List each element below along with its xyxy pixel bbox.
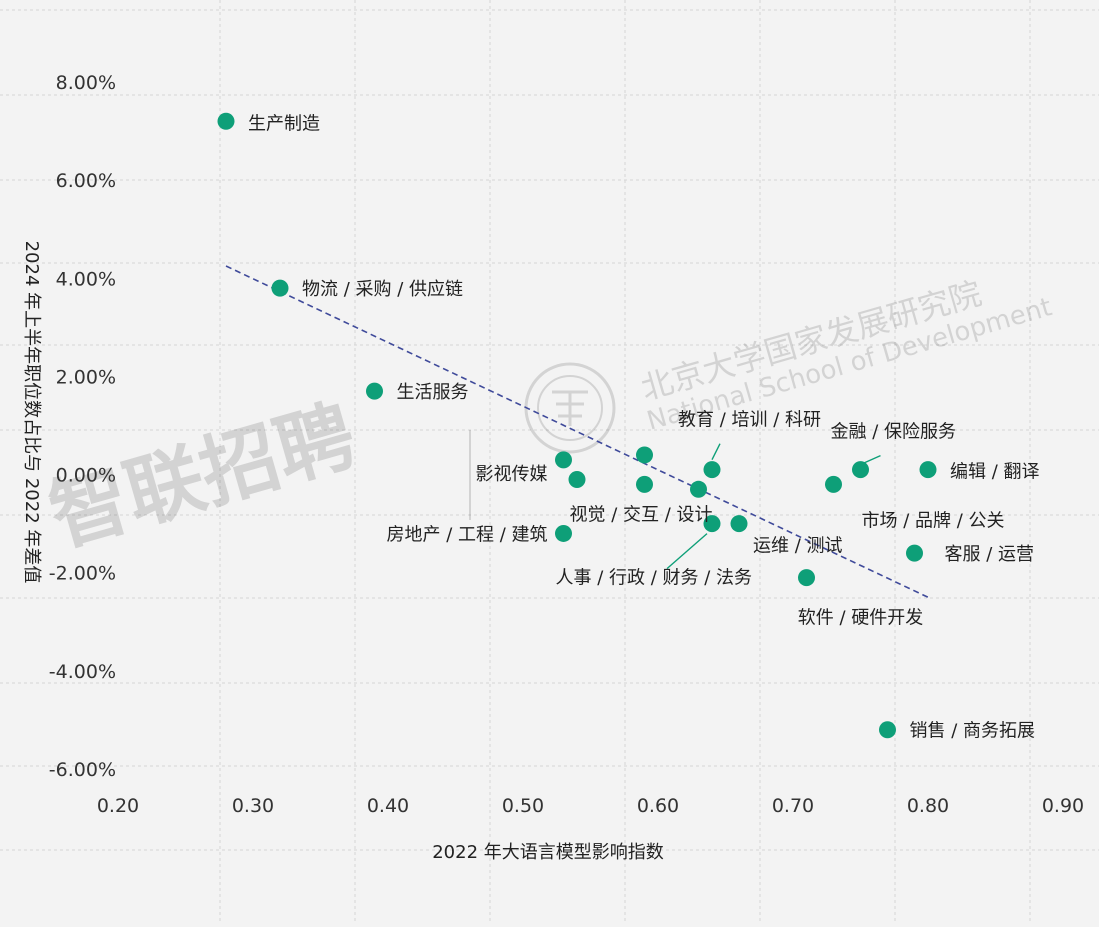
leader-line [711, 443, 721, 460]
point-label: 生活服务 [397, 382, 469, 403]
point-label: 金融 / 保险服务 [831, 422, 957, 443]
data-point [555, 451, 572, 469]
data-point [852, 461, 869, 479]
x-tick-label: 0.30 [232, 795, 274, 817]
data-point [879, 721, 896, 739]
point-label: 生产制造 [248, 113, 320, 134]
leader-line [666, 533, 708, 570]
points-group [217, 112, 937, 739]
data-point [217, 112, 235, 130]
data-point [271, 279, 289, 297]
y-tick-label: -6.00% [49, 759, 116, 781]
point-label: 销售 / 商务拓展 [910, 721, 1036, 742]
x-tick-label: 0.40 [367, 795, 409, 817]
point-label: 视觉 / 交互 / 设计 [569, 504, 712, 525]
y-tick-label: 8.00% [56, 72, 116, 94]
x-tick-label: 0.70 [772, 795, 814, 817]
data-point [919, 461, 937, 479]
data-point [825, 475, 842, 493]
data-point [568, 470, 586, 488]
y-tick-label: 6.00% [56, 170, 116, 192]
data-point [555, 524, 572, 542]
x-axis-title: 2022 年大语言模型影响指数 [432, 842, 664, 863]
x-axis-ticks: 0.20 0.30 0.40 0.50 0.60 0.70 0.80 0.90 [97, 795, 1084, 817]
x-tick-label: 0.20 [97, 795, 139, 817]
data-point [366, 382, 383, 400]
x-tick-label: 0.50 [502, 795, 544, 817]
point-label: 影视传媒 [476, 464, 548, 485]
leader-line [862, 455, 881, 465]
point-label: 教育 / 培训 / 科研 [678, 410, 821, 431]
point-label: 客服 / 运营 [945, 544, 1035, 565]
point-label: 软件 / 硬件开发 [798, 608, 924, 629]
y-tick-label: 0.00% [56, 465, 116, 487]
y-tick-label: -2.00% [49, 563, 116, 585]
y-axis-ticks: 8.00% 6.00% 4.00% 2.00% 0.00% -2.00% -4.00% -6.… [49, 72, 116, 781]
point-label: 运维 / 测试 [753, 536, 843, 557]
y-axis-title: 2024 年上半年职位数占比与 2022 年差值 [21, 241, 42, 584]
point-label: 房地产 / 工程 / 建筑 [386, 524, 547, 545]
data-point [636, 446, 653, 464]
point-label: 编辑 / 翻译 [950, 462, 1040, 483]
data-point [636, 475, 653, 493]
y-tick-label: 4.00% [56, 268, 116, 290]
point-label: 人事 / 行政 / 财务 / 法务 [555, 568, 752, 589]
data-point [906, 544, 923, 562]
y-tick-label: 2.00% [56, 366, 116, 388]
x-tick-label: 0.60 [637, 795, 679, 817]
data-point [703, 515, 721, 533]
data-point [690, 480, 707, 498]
point-label: 物流 / 采购 / 供应链 [302, 279, 463, 300]
x-tick-label: 0.90 [1042, 795, 1084, 817]
x-tick-label: 0.80 [907, 795, 949, 817]
leader-lines [666, 443, 881, 570]
point-label: 市场 / 品牌 / 公关 [862, 510, 1005, 531]
data-point [798, 569, 815, 587]
data-point [703, 461, 721, 479]
data-point [730, 515, 748, 533]
y-tick-label: -4.00% [49, 661, 116, 683]
